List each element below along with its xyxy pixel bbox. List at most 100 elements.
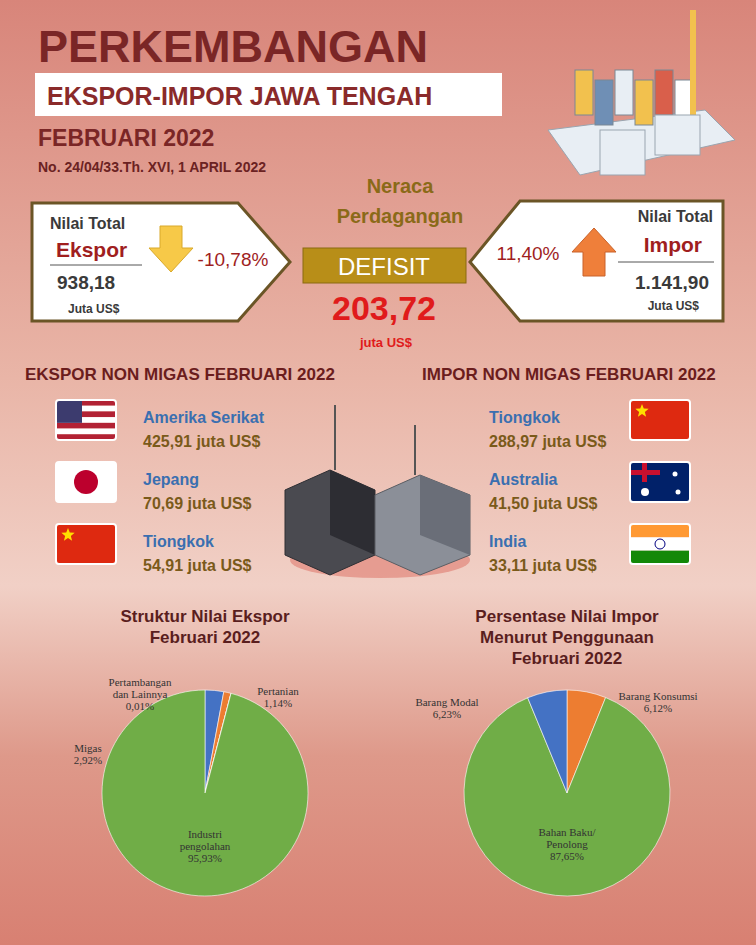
flag-stripe: [56, 423, 116, 429]
pie-title-line: Menurut Penggunaan: [480, 628, 654, 647]
export-arrow-down: [149, 226, 193, 272]
balance-status-box: [303, 248, 466, 283]
slice-label-category: Industri: [188, 828, 222, 840]
slice-label-category: Barang Konsumsi: [618, 690, 697, 702]
export-value: 938,18: [57, 272, 115, 293]
balance-title: Neraca Perdagangan: [337, 175, 464, 227]
ship-cargo: [600, 130, 645, 175]
import-label: Nilai Total: [638, 208, 713, 225]
flag-sun: [74, 470, 98, 494]
import-arrow-up: [572, 228, 616, 276]
slice-label: Barang Konsumsi6,12%: [618, 690, 697, 714]
balance-title-line: Perdagangan: [337, 205, 464, 227]
country-value: 54,91 juta US$: [143, 557, 252, 574]
slice-label-value: 6,23%: [433, 708, 461, 720]
slice-label-category: Pertambangan: [109, 676, 172, 688]
country-value: 41,50 juta US$: [489, 495, 598, 512]
country: Australia: [489, 471, 558, 488]
slice-label-value: 0,01%: [126, 700, 154, 712]
import-name: Impor: [644, 233, 702, 256]
flag-border: [56, 524, 116, 564]
import-box: [470, 201, 723, 321]
country: Amerika Serikat: [143, 409, 265, 426]
pie-chart: Struktur Nilai Ekspor Februari 2022 Migas2…: [74, 607, 308, 896]
slice-label-value: 2,92%: [74, 754, 102, 766]
import_nonmigas-title: IMPOR NON MIGAS FEBRUARI 2022: [422, 365, 716, 384]
flag-field: [56, 462, 116, 502]
ship-crane: [690, 10, 696, 120]
ship-container: [655, 70, 673, 115]
export-label: Nilai Total: [50, 215, 125, 232]
slice-label: Pertanian1,14%: [257, 685, 299, 709]
country: Tiongkok: [143, 533, 214, 550]
slice-label-category: dan Lainnya: [113, 688, 168, 700]
flag-star: [673, 472, 678, 477]
flag-jp: [56, 462, 116, 502]
slice-label-value: 87,65%: [550, 850, 584, 862]
import-underline: [618, 262, 714, 263]
container-front: [420, 475, 470, 555]
flag-in: [630, 524, 690, 564]
export-box: [32, 203, 290, 321]
country-value: 288,97 juta US$: [489, 433, 607, 450]
flag-star: [676, 490, 681, 495]
slice-label: Bahan Baku/Penolong87,65%: [538, 826, 596, 862]
ship-illustration: [548, 10, 735, 175]
subtitle: EKSPOR-IMPOR JAWA TENGAH: [47, 82, 432, 110]
flag-star: [635, 404, 648, 417]
title: PERKEMBANGAN: [38, 21, 428, 72]
period: FEBRUARI 2022: [38, 125, 214, 151]
background: [0, 0, 756, 945]
flag-cross: [630, 470, 660, 475]
slice-label-category: Pertanian: [257, 685, 299, 697]
container-front: [330, 470, 375, 555]
pie-slice: [102, 690, 308, 896]
import-value: 1.141,90: [635, 272, 709, 293]
flag-band: [630, 551, 690, 564]
balance-status: DEFISIT: [338, 253, 430, 280]
slice-label: Barang Modal6,23%: [415, 696, 478, 720]
flag-us: [56, 400, 116, 440]
flag-border: [630, 400, 690, 440]
balance-unit: juta US$: [359, 335, 413, 350]
ship-container: [595, 80, 613, 125]
balance-value: 203,72: [332, 289, 436, 327]
flag-border: [630, 524, 690, 564]
slice-label-category: Barang Modal: [415, 696, 478, 708]
flag-band: [630, 524, 690, 537]
flag-au: [630, 462, 690, 502]
slice-label: Industripengolahan95,93%: [180, 828, 231, 864]
export-name: Ekspor: [56, 238, 127, 261]
pie-slice: [528, 690, 567, 793]
country: Jepang: [143, 471, 199, 488]
pie-title-line: Struktur Nilai Ekspor: [120, 607, 289, 626]
slice-label-value: 95,93%: [188, 852, 222, 864]
pie-title-line: Februari 2022: [150, 628, 261, 647]
export-unit: Juta US$: [68, 302, 120, 316]
slice-label-value: 1,14%: [264, 697, 292, 709]
flag-field: [56, 524, 116, 564]
slice-label-category: Penolong: [546, 838, 588, 850]
flag-cn: [56, 524, 116, 564]
flag-border: [630, 462, 690, 502]
container: [375, 475, 470, 575]
flag-star: [61, 528, 74, 541]
ship-container: [635, 80, 653, 125]
crane-cable: [414, 425, 416, 475]
ship-container: [615, 70, 633, 115]
pie-title: Persentase Nilai ImporMenurut Penggunaan…: [475, 607, 659, 668]
slice-label: Migas2,92%: [74, 742, 102, 766]
flag-star: [641, 488, 649, 496]
containers-illustration: [285, 405, 470, 578]
flag-border: [56, 400, 116, 440]
pie-slices: [102, 690, 308, 896]
ship-container: [575, 70, 593, 115]
flag-canton: [56, 400, 82, 423]
slice-label: Pertambangandan Lainnya0,01%: [109, 676, 172, 712]
crane-cable: [334, 405, 336, 470]
pie-title: Struktur Nilai Ekspor Februari 2022: [120, 607, 289, 647]
balance-title-line: Neraca: [367, 175, 435, 197]
subtitle-box: [35, 73, 502, 116]
slice-label-category: pengolahan: [180, 840, 231, 852]
pie-title-line: Februari 2022: [512, 649, 623, 668]
